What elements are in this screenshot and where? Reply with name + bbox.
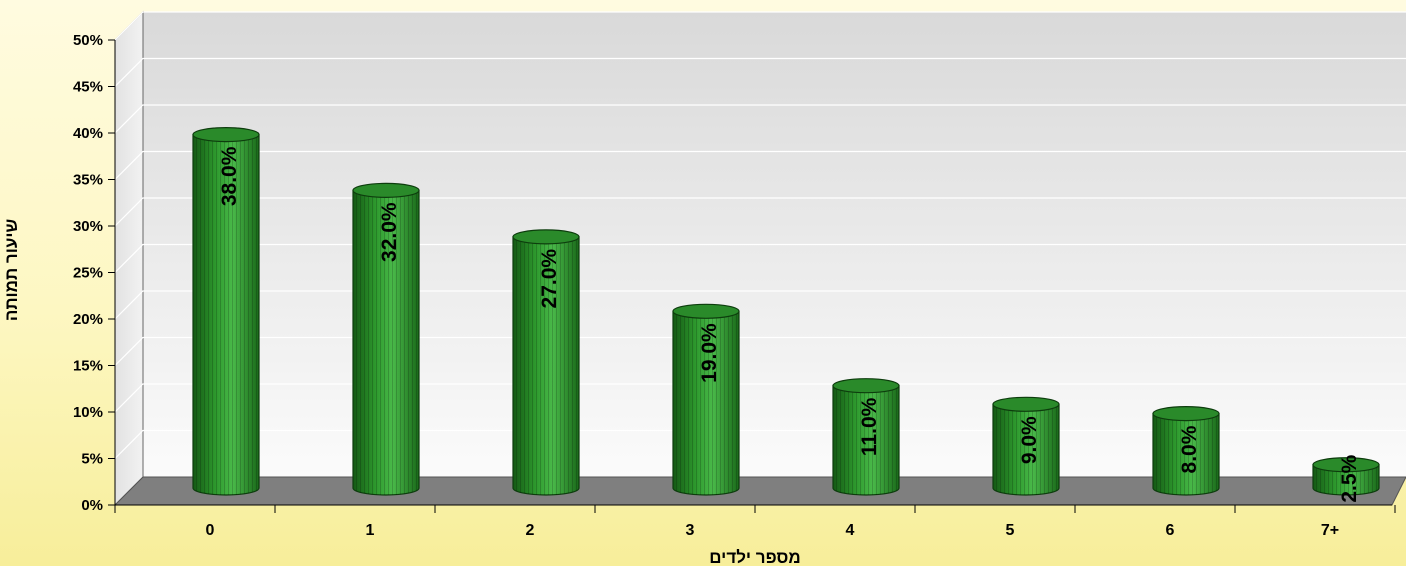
gridline — [114, 383, 1406, 413]
x-tick-label: 5 — [1006, 522, 1015, 539]
x-tick-label: 0 — [206, 522, 215, 539]
bar — [832, 378, 900, 496]
y-tick-label: 0% — [81, 497, 103, 514]
x-tick-label: 1 — [366, 522, 375, 539]
bar — [1152, 406, 1220, 496]
y-tick-label: 5% — [81, 451, 103, 468]
bar — [672, 303, 740, 496]
y-axis-ticks: 0% 5% 10% 15% 20% 25% 30% 35% 40% 45% 50% — [73, 32, 115, 514]
value-labels: 38.0% 32.0% 27.0% 19.0% 11.0% 9.0% 8.0% 2.5% — [218, 146, 1361, 502]
y-tick-label: 40% — [73, 125, 103, 142]
value-label: 11.0% — [858, 397, 881, 456]
gridline — [114, 290, 1406, 320]
y-tick-label: 50% — [73, 32, 103, 49]
value-label: 32.0% — [378, 202, 401, 262]
x-tick-label: 7+ — [1321, 522, 1339, 539]
value-label: 27.0% — [538, 249, 561, 309]
y-tick-label: 30% — [73, 218, 103, 235]
x-axis-ticks: 0 1 2 3 4 5 6 7+ — [114, 505, 1396, 539]
bar — [992, 396, 1060, 496]
gridline — [114, 336, 1406, 366]
value-label: 19.0% — [698, 323, 721, 383]
gridline — [114, 104, 1406, 134]
gridline — [114, 11, 1406, 41]
y-tick-label: 45% — [73, 79, 103, 96]
bars — [192, 127, 1380, 496]
y-tick-label: 20% — [73, 311, 103, 328]
value-label: 2.5% — [1338, 454, 1361, 502]
x-axis-title: מספר ילדים — [709, 548, 800, 566]
bar — [512, 229, 580, 496]
y-tick-label: 10% — [73, 404, 103, 421]
x-tick-label: 6 — [1166, 522, 1175, 539]
y-tick-label: 35% — [73, 172, 103, 189]
gridline — [114, 57, 1406, 87]
x-tick-label: 3 — [686, 522, 695, 539]
x-tick-label: 2 — [526, 522, 535, 539]
y-tick-label: 25% — [73, 265, 103, 282]
value-label: 38.0% — [218, 146, 241, 206]
y-tick-label: 15% — [73, 358, 103, 375]
gridlines — [114, 11, 1406, 459]
bar — [1312, 457, 1380, 496]
value-label: 8.0% — [1178, 425, 1201, 473]
gridline — [114, 197, 1406, 227]
value-label: 9.0% — [1018, 416, 1041, 464]
gridline — [114, 243, 1406, 273]
bar — [352, 182, 420, 496]
y-axis-title: שיעור תמותה — [2, 219, 21, 322]
gridline — [114, 150, 1406, 180]
gridline — [114, 429, 1406, 459]
x-tick-label: 4 — [846, 522, 855, 539]
bar — [192, 127, 260, 496]
